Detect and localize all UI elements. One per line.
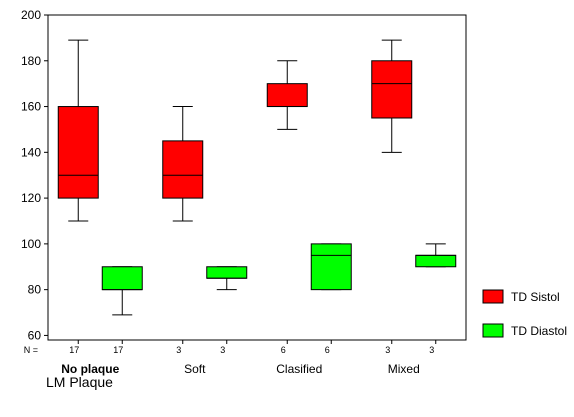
- y-tick-label: 100: [21, 237, 41, 251]
- x-axis-title: LM Plaque: [46, 374, 113, 390]
- y-tick-label: 200: [21, 8, 41, 22]
- n-count-label: 3: [176, 345, 181, 355]
- box: [415, 254, 457, 268]
- y-tick-label: 60: [28, 328, 42, 342]
- y-tick-label: 80: [28, 283, 42, 297]
- box-1-1: [206, 266, 248, 291]
- box-1-0: [101, 266, 143, 316]
- legend-swatch-0: [482, 289, 504, 304]
- box: [57, 106, 99, 199]
- plot-frame: [47, 14, 467, 341]
- box: [206, 266, 248, 279]
- box-0-0: [57, 39, 99, 222]
- category-label: Soft: [184, 362, 206, 376]
- box-1-2: [310, 243, 352, 291]
- box: [162, 140, 204, 199]
- box: [310, 243, 352, 291]
- n-count-label: 17: [69, 345, 79, 355]
- legend-label-1: TD Diastol: [511, 324, 567, 338]
- n-prefix-label: N =: [24, 345, 38, 355]
- box: [371, 60, 413, 119]
- y-tick-label: 160: [21, 100, 41, 114]
- n-count-label: 6: [281, 345, 286, 355]
- legend-label-0: TD Sistol: [511, 290, 560, 304]
- n-count-label: 3: [429, 345, 434, 355]
- box: [101, 266, 143, 291]
- y-tick-label: 180: [21, 54, 41, 68]
- n-count-label: 17: [113, 345, 123, 355]
- box-0-1: [162, 106, 204, 222]
- box-1-3: [415, 243, 457, 268]
- n-count-label: 3: [220, 345, 225, 355]
- y-tick-label: 120: [21, 191, 41, 205]
- box-0-3: [371, 39, 413, 153]
- box-0-2: [266, 60, 308, 130]
- y-tick-label: 140: [21, 145, 41, 159]
- category-label: Mixed: [388, 362, 420, 376]
- n-count-label: 6: [325, 345, 330, 355]
- n-count-label: 3: [385, 345, 390, 355]
- box: [266, 83, 308, 108]
- category-label: Clasified: [276, 362, 322, 376]
- legend-swatch-1: [482, 323, 504, 338]
- category-label: No plaque: [61, 362, 119, 376]
